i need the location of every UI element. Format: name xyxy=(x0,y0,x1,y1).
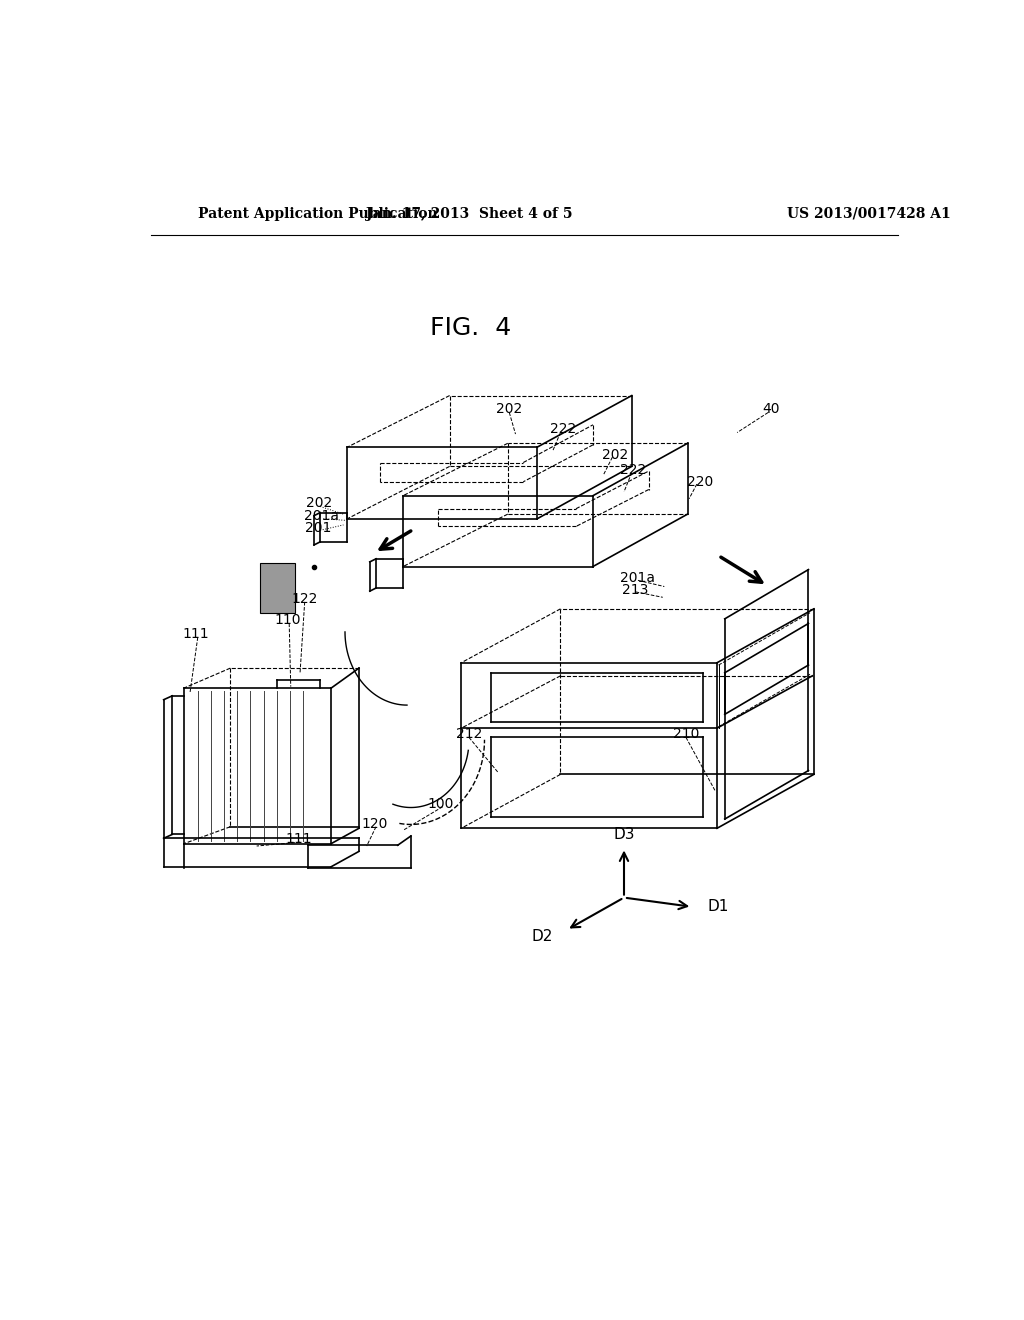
Text: 222: 222 xyxy=(621,463,646,478)
Text: 202: 202 xyxy=(601,447,628,462)
Text: Jan. 17, 2013  Sheet 4 of 5: Jan. 17, 2013 Sheet 4 of 5 xyxy=(366,207,572,220)
FancyBboxPatch shape xyxy=(260,562,295,612)
Text: 201a: 201a xyxy=(621,572,655,585)
Text: FIG.  4: FIG. 4 xyxy=(430,315,512,339)
Text: 201a: 201a xyxy=(304,510,339,524)
Text: D1: D1 xyxy=(708,899,729,915)
Text: 202: 202 xyxy=(305,496,332,511)
Text: D2: D2 xyxy=(531,928,553,944)
Text: 213: 213 xyxy=(623,582,649,597)
Text: Patent Application Publication: Patent Application Publication xyxy=(198,207,437,220)
Text: 220: 220 xyxy=(687,475,713,488)
Text: 40: 40 xyxy=(763,401,780,416)
Text: 111: 111 xyxy=(183,627,210,642)
Text: 210: 210 xyxy=(673,727,699,742)
Text: 111: 111 xyxy=(286,832,312,846)
Text: 122: 122 xyxy=(292,591,317,606)
Text: 120: 120 xyxy=(361,817,388,830)
Text: 201: 201 xyxy=(305,521,332,535)
Text: D3: D3 xyxy=(613,826,635,842)
Text: 202: 202 xyxy=(497,401,522,416)
Text: US 2013/0017428 A1: US 2013/0017428 A1 xyxy=(786,207,950,220)
Text: 212: 212 xyxy=(456,727,482,742)
Text: 110: 110 xyxy=(274,614,301,627)
Text: 100: 100 xyxy=(428,797,455,810)
Text: 222: 222 xyxy=(551,422,577,437)
